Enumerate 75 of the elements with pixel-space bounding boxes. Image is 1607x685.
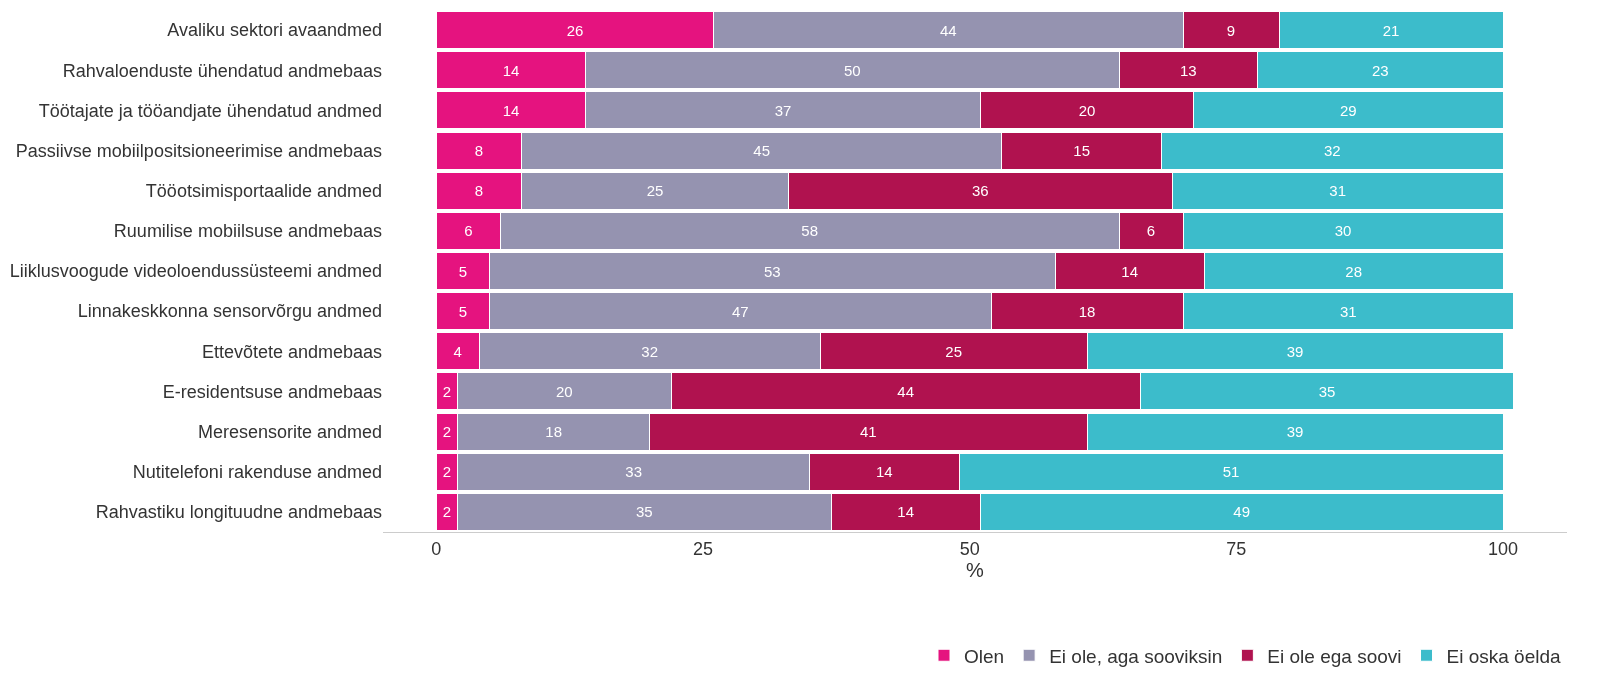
data-label: 9 [1226,21,1236,39]
x-axis-title: % [966,558,985,581]
data-label: 45 [753,142,771,160]
data-label: 26 [566,21,584,39]
data-label: 32 [641,342,659,360]
data-label: 14 [1121,262,1139,280]
data-label: 5 [458,262,468,280]
data-label: 4 [453,342,462,360]
data-label: 44 [897,382,915,400]
data-label: 5 [458,302,468,320]
x-tick-label: 25 [692,538,714,559]
y-tick-label: Liiklusvoogude videoloendussüsteemi andmed [9,261,382,282]
data-label: 25 [945,342,963,360]
data-label: 31 [1339,302,1357,320]
y-tick-label: Nutitelefoni rakenduse andmed [132,462,382,483]
data-label: 20 [555,382,573,400]
data-label: 58 [801,222,819,240]
data-label: 50 [843,61,861,79]
data-label: 30 [1334,222,1352,240]
data-label: 28 [1345,262,1363,280]
data-label: 23 [1371,61,1389,79]
data-label: 41 [859,423,877,441]
data-label: 2 [442,503,452,521]
legend-label: Ei ole, aga sooviksin [1049,645,1223,667]
data-label: 29 [1339,101,1357,119]
x-tick-label: 50 [959,538,980,559]
x-tick-label: 75 [1226,538,1247,559]
y-tick-label: Avaliku sektori avaandmed [167,20,382,41]
y-tick-label: Passiivse mobiilpositsioneerimise andmebaas [15,140,382,161]
data-label: 44 [939,21,957,39]
data-label: 39 [1286,342,1304,360]
data-label: 6 [464,222,473,240]
data-label: 13 [1179,61,1197,79]
data-label: 14 [875,463,893,481]
data-label: 47 [731,302,749,320]
data-label: 32 [1323,142,1341,160]
legend-label: Ei ole ega soovi [1267,645,1402,667]
y-tick-label: E-residentsuse andmebaas [162,381,382,402]
y-tick-label: Meresensorite andmed [197,421,382,442]
data-label: 39 [1286,423,1304,441]
x-tick-label: 100 [1487,538,1519,559]
data-label: 37 [774,101,792,119]
y-tick-label: Tööotsimisportaalide andmed [145,180,382,201]
data-label: 33 [625,463,643,481]
legend-label: Olen [964,645,1005,667]
data-label: 20 [1078,101,1096,119]
data-label: 21 [1382,21,1400,39]
y-tick-label: Rahvastiku longituudne andmebaas [95,502,382,523]
y-tick-label: Töötajate ja tööandjate ühendatud andmed [38,100,382,121]
data-label: 18 [1078,302,1096,320]
data-label: 2 [442,423,452,441]
data-label: 14 [502,61,520,79]
data-label: 49 [1233,503,1251,521]
data-label: 2 [442,382,452,400]
y-tick-label: Ruumilise mobiilsuse andmebaas [113,221,382,242]
y-tick-label: Linnakeskkonna sensorvõrgu andmed [77,301,382,322]
data-label: 8 [474,142,484,160]
data-label: 51 [1222,463,1240,481]
data-label: 8 [474,182,484,200]
data-label: 15 [1073,142,1091,160]
data-label: 36 [971,182,989,200]
data-label: 31 [1329,182,1347,200]
data-label: 14 [502,101,520,119]
y-tick-label: Ettevõtete andmebaas [201,341,382,362]
data-label: 25 [646,182,664,200]
y-tick-label: Rahvaloenduste ühendatud andmebaas [62,60,382,81]
data-label: 14 [897,503,915,521]
data-label: 35 [635,503,653,521]
data-label: 2 [442,463,452,481]
data-label: 53 [763,262,781,280]
data-label: 6 [1146,222,1156,240]
data-label: 35 [1318,382,1336,400]
data-label: 18 [545,423,563,441]
legend-label: Ei oska öelda [1446,645,1562,667]
x-tick-label: 0 [431,538,442,559]
